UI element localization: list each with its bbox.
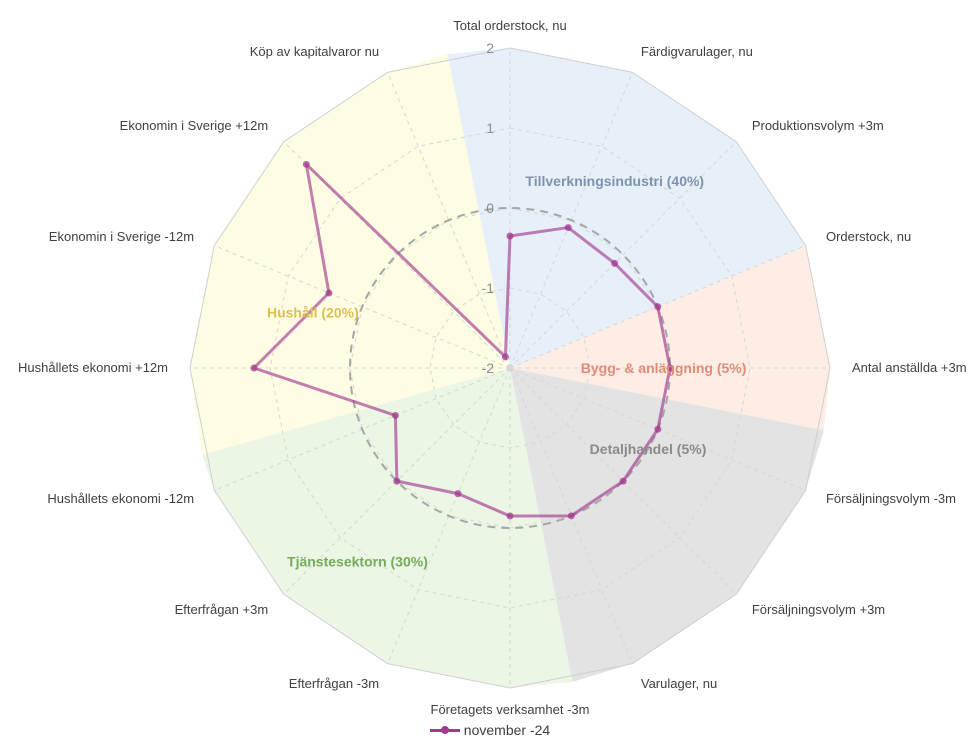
axis-label: Efterfrågan +3m	[175, 602, 269, 617]
sector-wedge	[510, 368, 824, 682]
data-point	[567, 512, 575, 520]
data-point	[391, 411, 399, 419]
sector-backgrounds	[190, 48, 830, 688]
sector-wedge	[510, 245, 830, 431]
axis-label: Hushållets ekonomi +12m	[18, 360, 168, 375]
data-point	[250, 364, 258, 372]
data-point	[666, 364, 674, 372]
data-point	[302, 160, 310, 168]
legend: november -24	[0, 722, 980, 739]
axis-label: Ekonomin i Sverige +12m	[120, 118, 269, 133]
sector-label: Tjänstesektorn (30%)	[287, 554, 428, 570]
data-point	[506, 232, 514, 240]
legend-item: november -24	[429, 722, 551, 738]
grid-ring	[189, 47, 831, 689]
legend-label: november -24	[463, 722, 551, 738]
legend-line-marker-icon	[429, 724, 460, 736]
sector-wedge	[202, 368, 573, 688]
axis-label: Företagets verksamhet -3m	[431, 702, 590, 717]
sector-label: Detaljhandel (5%)	[590, 441, 707, 457]
tick-label: -2	[482, 360, 495, 376]
axis-label: Köp av kapitalvaror nu	[250, 44, 379, 59]
axis-label: Försäljningsvolym +3m	[752, 602, 885, 617]
sector-label: Bygg- & anläggning (5%)	[581, 360, 747, 376]
axis-label: Total orderstock, nu	[453, 18, 566, 33]
data-point	[506, 512, 514, 520]
data-point	[654, 425, 662, 433]
tick-label: 2	[486, 40, 494, 56]
data-point	[454, 490, 462, 498]
tick-label: 1	[486, 120, 494, 136]
sector-wedge	[447, 48, 806, 368]
axis-label: Orderstock, nu	[826, 229, 911, 244]
sector-label: Tillverkningsindustri (40%)	[525, 173, 704, 189]
data-point	[501, 353, 509, 361]
data-point	[564, 224, 572, 232]
grid-ring	[269, 127, 751, 609]
data-point	[611, 259, 619, 267]
tick-label: 0	[486, 200, 494, 216]
axis-label: Försäljningsvolym -3m	[826, 491, 956, 506]
sector-label: Hushåll (20%)	[267, 304, 359, 320]
series-layer	[250, 160, 674, 520]
axis-label: Färdigvarulager, nu	[641, 44, 753, 59]
sector-labels: Tillverkningsindustri (40%) Bygg- & anläg…	[267, 173, 746, 570]
axis-label: Efterfrågan -3m	[289, 676, 379, 691]
sector-wedge	[190, 54, 510, 455]
grid-spoke	[509, 141, 737, 369]
axis-label: Ekonomin i Sverige -12m	[49, 229, 194, 244]
axis-label: Produktionsvolym +3m	[752, 118, 884, 133]
data-point	[619, 477, 627, 485]
data-point	[654, 303, 662, 311]
axis-label: Hushållets ekonomi -12m	[47, 491, 194, 506]
data-point	[325, 289, 333, 297]
axis-label: Varulager, nu	[641, 676, 717, 691]
axis-labels: Total orderstock, nu Färdigvarulager, nu P…	[18, 18, 967, 717]
axis-label: Antal anställda +3m	[852, 360, 967, 375]
data-point	[393, 477, 401, 485]
tick-label: -1	[482, 280, 495, 296]
tick-labels: 2 1 0 -1 -2	[482, 40, 495, 376]
